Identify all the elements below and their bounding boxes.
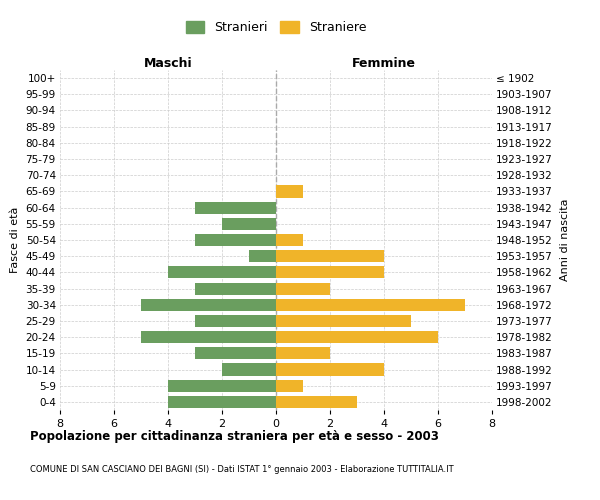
Bar	[276, 331, 438, 343]
Bar	[195, 315, 276, 327]
Y-axis label: Anni di nascita: Anni di nascita	[560, 198, 570, 281]
Bar	[276, 282, 330, 294]
Text: COMUNE DI SAN CASCIANO DEI BAGNI (SI) - Dati ISTAT 1° gennaio 2003 - Elaborazion: COMUNE DI SAN CASCIANO DEI BAGNI (SI) - …	[30, 465, 454, 474]
Text: Maschi: Maschi	[143, 57, 193, 70]
Bar	[141, 298, 276, 311]
Legend: Stranieri, Straniere: Stranieri, Straniere	[181, 16, 371, 40]
Bar	[195, 348, 276, 360]
Bar	[168, 380, 276, 392]
Bar	[195, 234, 276, 246]
Bar	[276, 364, 384, 376]
Bar	[195, 202, 276, 213]
Bar	[276, 348, 330, 360]
Bar	[276, 234, 303, 246]
Bar	[276, 266, 384, 278]
Text: Femmine: Femmine	[352, 57, 416, 70]
Bar	[276, 396, 357, 408]
Bar	[222, 364, 276, 376]
Bar	[249, 250, 276, 262]
Bar	[276, 186, 303, 198]
Bar	[276, 250, 384, 262]
Bar	[168, 266, 276, 278]
Bar	[168, 396, 276, 408]
Bar	[195, 282, 276, 294]
Bar	[141, 331, 276, 343]
Bar	[276, 298, 465, 311]
Text: Popolazione per cittadinanza straniera per età e sesso - 2003: Popolazione per cittadinanza straniera p…	[30, 430, 439, 443]
Y-axis label: Fasce di età: Fasce di età	[10, 207, 20, 273]
Bar	[276, 380, 303, 392]
Bar	[276, 315, 411, 327]
Bar	[222, 218, 276, 230]
